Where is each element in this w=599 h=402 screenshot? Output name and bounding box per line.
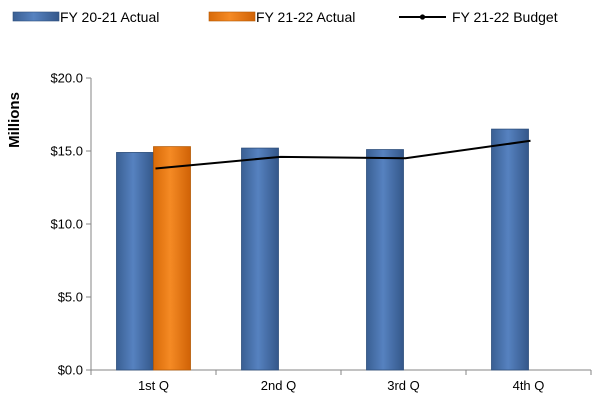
y-tick-label: $15.0	[50, 144, 83, 159]
x-tick-label: 2nd Q	[261, 378, 296, 393]
legend-marker-fy2122-budget	[419, 14, 426, 20]
line-fy2122-budget	[155, 139, 531, 170]
bar-fy2021-actual	[116, 152, 154, 371]
bar-fy2021-actual	[241, 147, 279, 371]
legend-item-fy2021-actual: FY 20-21 Actual	[12, 9, 159, 25]
legend-item-fy2122-budget: FY 21-22 Budget	[399, 9, 558, 25]
x-tick-label: 4th Q	[513, 378, 545, 393]
legend-label-fy2122-budget: FY 21-22 Budget	[452, 9, 558, 25]
legend-item-fy2122-actual: FY 21-22 Actual	[208, 9, 355, 25]
y-tick-label: $0.0	[58, 363, 83, 378]
y-tick-label: $10.0	[50, 217, 83, 232]
plot-area: $0.0 $5.0 $10.0 $15.0 $20.0 1st Q 2nd Q 3rd Q 4t…	[50, 71, 592, 393]
y-axis-label: Millions	[6, 92, 23, 148]
legend-label-fy2021-actual: FY 20-21 Actual	[60, 9, 159, 25]
legend-label-fy2122-actual: FY 21-22 Actual	[256, 9, 355, 25]
legend-swatch-fy2122-actual	[208, 11, 256, 22]
legend-swatch-fy2021-actual	[12, 11, 60, 22]
y-tick-label: $20.0	[50, 71, 83, 86]
x-tick-label: 3rd Q	[387, 378, 420, 393]
bar-fy2021-actual	[491, 128, 529, 371]
x-tick-label: 1st Q	[138, 378, 169, 393]
bar-fy2122-actual	[153, 146, 191, 371]
legend: FY 20-21 Actual FY 21-22 Actual FY 21-22…	[12, 9, 558, 25]
y-tick-label: $5.0	[58, 290, 83, 305]
bar-fy2021-actual	[366, 149, 404, 371]
